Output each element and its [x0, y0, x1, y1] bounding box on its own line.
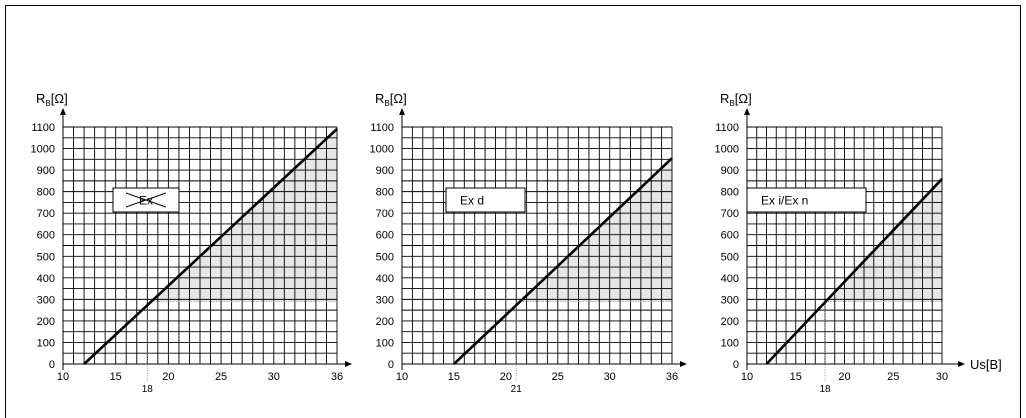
x-tick-label: 20 — [500, 371, 512, 383]
y-tick-label: 300 — [721, 294, 739, 306]
y-tick-label: 800 — [37, 187, 55, 199]
y-tick-label: 400 — [721, 273, 739, 285]
y-tick-label: 900 — [376, 165, 394, 177]
x-tick-label: 10 — [57, 371, 69, 383]
y-axis-label: RB[Ω] — [375, 91, 407, 108]
y-tick-label: 700 — [721, 208, 739, 220]
x-tick-label: 30 — [268, 371, 280, 383]
x-tick-label: 10 — [396, 371, 408, 383]
chart-ex-d: 21 0 100 200 300 400 500 600 700 800 900 1000 1100 10… — [370, 91, 687, 395]
y-tick-label: 700 — [37, 208, 55, 220]
y-axis-arrow — [399, 108, 405, 115]
x-axis-label: Us[B] — [970, 357, 1002, 372]
series-line — [83, 127, 338, 365]
y-tick-label: 1000 — [370, 144, 394, 156]
y-tick-label: 400 — [37, 273, 55, 285]
y-tick-label: 200 — [721, 316, 739, 328]
reference-label: 18 — [819, 384, 831, 395]
y-tick-label: 600 — [376, 230, 394, 242]
y-tick-label: 200 — [376, 316, 394, 328]
x-tick-label: 25 — [887, 371, 899, 383]
y-tick-label: 300 — [376, 294, 394, 306]
x-tick-label: 36 — [666, 371, 678, 383]
y-axis-arrow — [744, 108, 750, 115]
y-tick-label: 1000 — [31, 144, 55, 156]
y-tick-label: 900 — [37, 165, 55, 177]
x-tick-label: 15 — [448, 371, 460, 383]
x-tick-label: 30 — [936, 371, 948, 383]
x-tick-label: 15 — [790, 371, 802, 383]
x-tick-label: 25 — [552, 371, 564, 383]
x-axis-arrow — [958, 361, 965, 367]
y-tick-label: 200 — [37, 316, 55, 328]
x-tick-label: 20 — [838, 371, 850, 383]
series-line — [453, 157, 673, 365]
y-tick-label: 0 — [49, 359, 55, 371]
y-tick-label: 1100 — [715, 122, 739, 134]
y-tick-label: 1100 — [370, 122, 394, 134]
y-tick-label: 800 — [376, 187, 394, 199]
y-tick-label: 600 — [37, 230, 55, 242]
y-tick-label: 900 — [721, 165, 739, 177]
y-tick-label: 600 — [721, 230, 739, 242]
x-tick-label: 25 — [215, 371, 227, 383]
y-tick-label: 500 — [37, 251, 55, 263]
chart-ex-i-ex-n: 18 0 100 200 300 400 500 600 700 800 900 1000 1100 10… — [715, 91, 1002, 395]
protection-label: Ex i/Ex n — [761, 194, 808, 208]
y-axis-label: RB[Ω] — [36, 91, 68, 108]
y-tick-label: 1100 — [31, 122, 55, 134]
protection-label-box — [746, 187, 867, 213]
x-tick-label: 20 — [162, 371, 174, 383]
protection-label: Ex d — [460, 194, 484, 208]
protection-label-box — [445, 187, 526, 213]
y-tick-label: 100 — [721, 337, 739, 349]
y-tick-label: 100 — [37, 337, 55, 349]
series-line — [765, 178, 943, 365]
x-tick-label: 36 — [331, 371, 343, 383]
reference-label: 21 — [511, 384, 523, 395]
x-axis-arrow — [345, 361, 352, 367]
y-tick-label: 400 — [376, 273, 394, 285]
y-tick-label: 0 — [388, 359, 394, 371]
chart-ex: 18 0 100 200 300 400 500 600 700 800 900 1000 1100 10… — [31, 91, 352, 395]
y-axis-arrow — [60, 108, 66, 115]
y-tick-label: 800 — [721, 187, 739, 199]
strike-line — [125, 192, 167, 208]
y-axis-label: RB[Ω] — [720, 91, 752, 108]
reference-label: 18 — [142, 384, 154, 395]
figure-frame — [5, 5, 1021, 418]
y-tick-label: 700 — [376, 208, 394, 220]
x-tick-label: 10 — [741, 371, 753, 383]
y-tick-label: 0 — [733, 359, 739, 371]
y-tick-label: 1000 — [715, 144, 739, 156]
y-tick-label: 300 — [37, 294, 55, 306]
y-tick-label: 500 — [376, 251, 394, 263]
y-tick-label: 100 — [376, 337, 394, 349]
x-tick-label: 30 — [604, 371, 616, 383]
x-tick-label: 15 — [110, 371, 122, 383]
x-axis-arrow — [680, 361, 687, 367]
y-tick-label: 500 — [721, 251, 739, 263]
